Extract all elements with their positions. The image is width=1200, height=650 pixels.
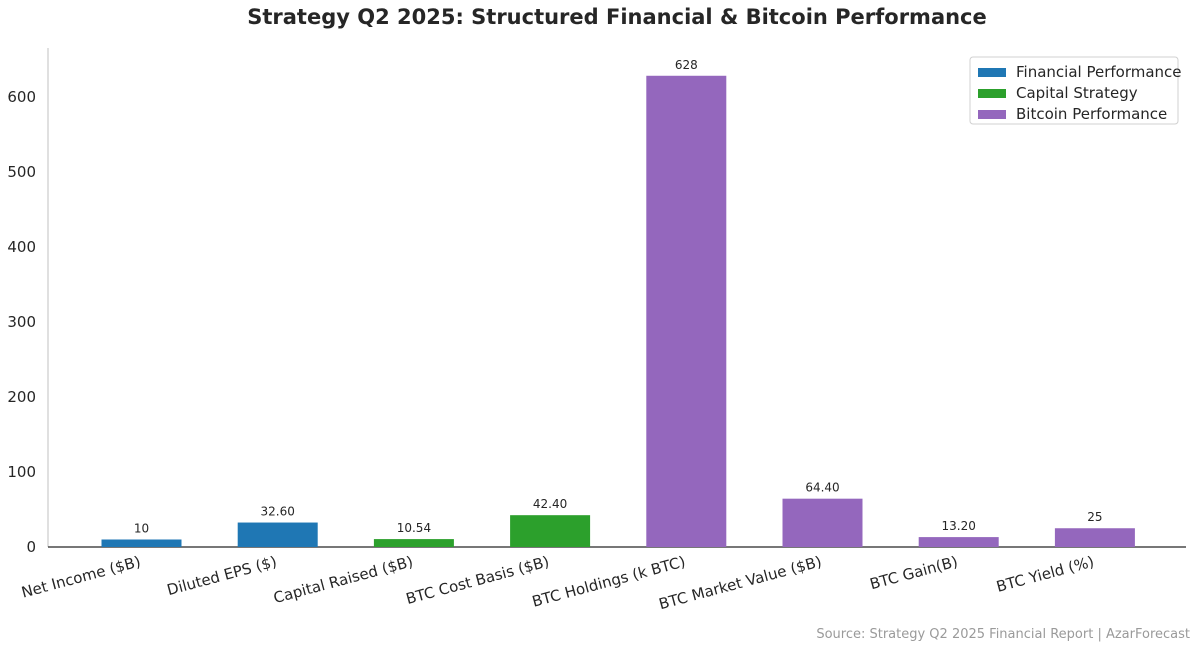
source-note: Source: Strategy Q2 2025 Financial Repor… <box>816 627 1190 642</box>
bar-btc-holdings-k-btc <box>646 75 727 547</box>
x-tick-label: Diluted EPS ($) <box>165 552 279 599</box>
bars <box>101 75 1135 547</box>
legend-swatch <box>978 110 1006 119</box>
legend: Financial Performance Capital Strategy Bit… <box>969 56 1182 125</box>
value-label: 42.40 <box>533 497 567 511</box>
bar-btc-cost-basis-b <box>510 515 591 547</box>
x-tick-label: BTC Gain(B) <box>868 552 960 593</box>
value-label: 25 <box>1087 510 1102 524</box>
legend-swatch <box>978 68 1006 77</box>
bar-btc-market-value-b <box>782 498 863 547</box>
x-tick-label: Capital Raised ($B) <box>271 552 414 607</box>
y-tick-label: 500 <box>7 163 36 181</box>
legend-entry: Capital Strategy <box>1016 84 1138 102</box>
value-label: 64.40 <box>805 481 839 495</box>
value-label: 13.20 <box>942 519 976 533</box>
value-labels: 10 32.60 10.54 42.40 628 64.40 13.20 25 <box>134 58 1103 536</box>
x-tick-label: BTC Cost Basis ($B) <box>404 552 551 608</box>
y-tick-label: 300 <box>7 313 36 331</box>
value-label: 628 <box>675 58 698 72</box>
y-tick-label: 400 <box>7 238 36 256</box>
bar-diluted-eps <box>237 522 318 547</box>
bar-capital-raised-b <box>373 539 454 547</box>
value-label: 10 <box>134 521 149 535</box>
legend-entry: Financial Performance <box>1016 63 1182 81</box>
x-tick-label: BTC Yield (%) <box>994 552 1096 595</box>
category-labels: Net Income ($B) Diluted EPS ($)Capital Ra… <box>19 552 1095 613</box>
value-label: 10.54 <box>397 521 431 535</box>
legend-box <box>969 56 1179 125</box>
y-tick-label: 100 <box>7 463 36 481</box>
y-tick-label: 600 <box>7 88 36 106</box>
y-tick-label: 200 <box>7 388 36 406</box>
bar-btc-gain-b <box>918 537 999 547</box>
y-tick-label: 0 <box>26 538 36 556</box>
legend-swatch <box>978 89 1006 98</box>
value-label: 32.60 <box>261 505 295 519</box>
x-tick-label: Net Income ($B) <box>19 552 142 601</box>
legend-entry: Bitcoin Performance <box>1016 105 1167 123</box>
chart-title: Strategy Q2 2025: Structured Financial &… <box>247 5 987 29</box>
bar-net-income-b <box>101 539 182 547</box>
bar-btc-yield <box>1054 528 1135 547</box>
